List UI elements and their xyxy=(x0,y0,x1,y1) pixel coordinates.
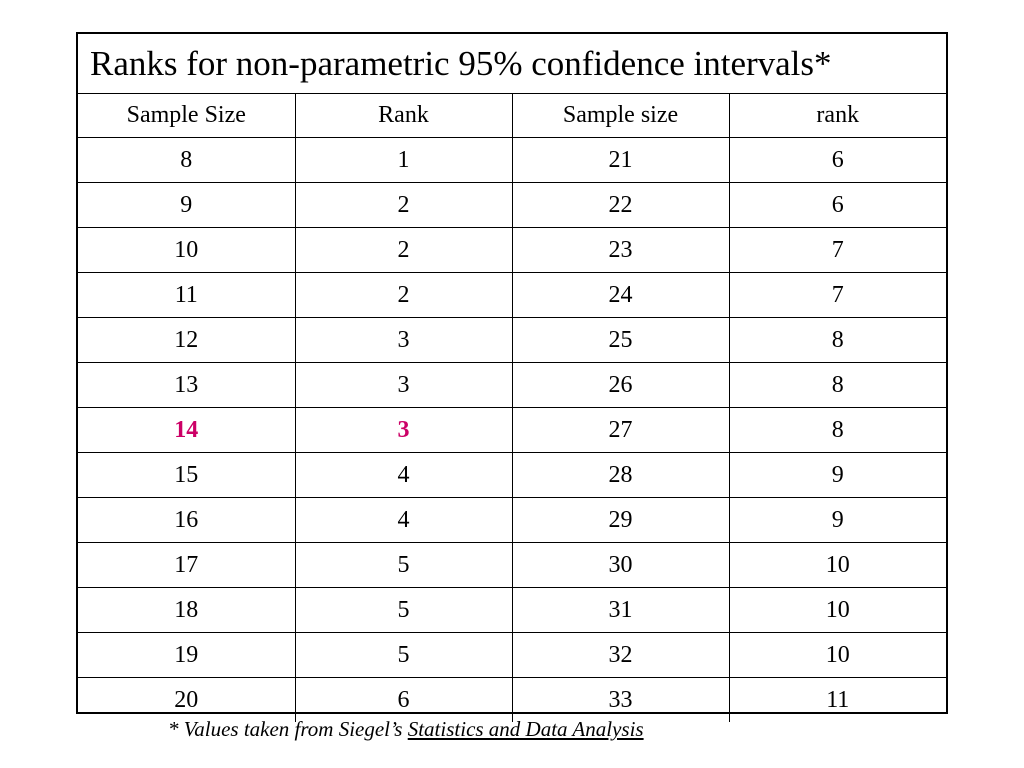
table-row: 17 5 30 10 xyxy=(78,542,946,588)
footnote-source-title: Statistics and Data Analysis xyxy=(407,717,644,741)
table-title: Ranks for non-parametric 95% confidence … xyxy=(78,34,946,94)
header-row: Sample Size Rank Sample size rank xyxy=(78,93,946,138)
table-cell: 5 xyxy=(294,632,513,678)
table-cell: 33 xyxy=(511,677,730,722)
table-cell: 8 xyxy=(728,407,946,453)
table-cell: 16 xyxy=(78,497,296,543)
table-cell: 24 xyxy=(511,272,730,318)
table-cell: 3 xyxy=(294,317,513,363)
table-cell: 11 xyxy=(78,272,296,318)
footnote-text: * Values taken from Siegel’s xyxy=(168,717,408,741)
title-row: Ranks for non-parametric 95% confidence … xyxy=(78,34,946,94)
table-cell: 19 xyxy=(78,632,296,678)
table-cell: 31 xyxy=(511,587,730,633)
table-cell: 10 xyxy=(728,587,946,633)
table-cell: 21 xyxy=(511,137,730,183)
table-cell: 6 xyxy=(294,677,513,722)
table-cell: 6 xyxy=(728,137,946,183)
table-cell: 30 xyxy=(511,542,730,588)
table-cell: 6 xyxy=(728,182,946,228)
table-cell: 9 xyxy=(78,182,296,228)
table-cell: 5 xyxy=(294,542,513,588)
table-cell: 22 xyxy=(511,182,730,228)
table-cell: 26 xyxy=(511,362,730,408)
table-cell: 4 xyxy=(294,497,513,543)
table-row: 8 1 21 6 xyxy=(78,137,946,183)
table-cell: 7 xyxy=(728,227,946,273)
table-row: 11 2 24 7 xyxy=(78,272,946,318)
table-cell: 4 xyxy=(294,452,513,498)
table-frame: Ranks for non-parametric 95% confidence … xyxy=(76,32,948,722)
table-body: 8 1 21 6 9 2 22 6 10 2 23 7 11 2 24 7 12 3 25 8 13 3 26 8 14 3 27 8… xyxy=(78,137,946,722)
table-cell: 27 xyxy=(511,407,730,453)
ranks-table: Ranks for non-parametric 95% confidence … xyxy=(78,34,946,722)
table-row: 13 3 26 8 xyxy=(78,362,946,408)
table-row: 15 4 28 9 xyxy=(78,452,946,498)
header-sample-size: Sample Size xyxy=(78,93,296,138)
table-cell: 10 xyxy=(78,227,296,273)
table-row: 16 4 29 9 xyxy=(78,497,946,543)
table-row: 19 5 32 10 xyxy=(78,632,946,678)
header-rank: Rank xyxy=(294,93,513,138)
table-cell: 23 xyxy=(511,227,730,273)
table-cell: 18 xyxy=(78,587,296,633)
table-cell: 2 xyxy=(294,272,513,318)
table-cell: 17 xyxy=(78,542,296,588)
table-cell: 3 xyxy=(294,362,513,408)
table-cell: 2 xyxy=(294,227,513,273)
table-row: 9 2 22 6 xyxy=(78,182,946,228)
table-cell: 10 xyxy=(728,632,946,678)
table-cell: 14 xyxy=(78,407,296,453)
header-rank-2: rank xyxy=(728,93,946,138)
table-cell: 15 xyxy=(78,452,296,498)
table-cell: 1 xyxy=(294,137,513,183)
table-cell: 3 xyxy=(294,407,513,453)
table-cell: 5 xyxy=(294,587,513,633)
table-cell: 11 xyxy=(728,677,946,722)
table-cell: 8 xyxy=(78,137,296,183)
table-cell: 8 xyxy=(728,317,946,363)
table-row: 18 5 31 10 xyxy=(78,587,946,633)
table-cell: 20 xyxy=(78,677,296,722)
table-row: 20 6 33 11 xyxy=(78,677,946,722)
table-cell: 28 xyxy=(511,452,730,498)
table-cell: 8 xyxy=(728,362,946,408)
table-cell: 9 xyxy=(728,497,946,543)
table-cell: 29 xyxy=(511,497,730,543)
table-cell: 9 xyxy=(728,452,946,498)
table-cell: 32 xyxy=(511,632,730,678)
header-sample-size-2: Sample size xyxy=(511,93,730,138)
footnote: * Values taken from Siegel’s Statistics … xyxy=(168,717,644,742)
table-cell: 10 xyxy=(728,542,946,588)
table-row: 10 2 23 7 xyxy=(78,227,946,273)
table-row: 14 3 27 8 xyxy=(78,407,946,453)
table-cell: 2 xyxy=(294,182,513,228)
table-cell: 25 xyxy=(511,317,730,363)
table-cell: 12 xyxy=(78,317,296,363)
table-cell: 7 xyxy=(728,272,946,318)
table-row: 12 3 25 8 xyxy=(78,317,946,363)
table-cell: 13 xyxy=(78,362,296,408)
